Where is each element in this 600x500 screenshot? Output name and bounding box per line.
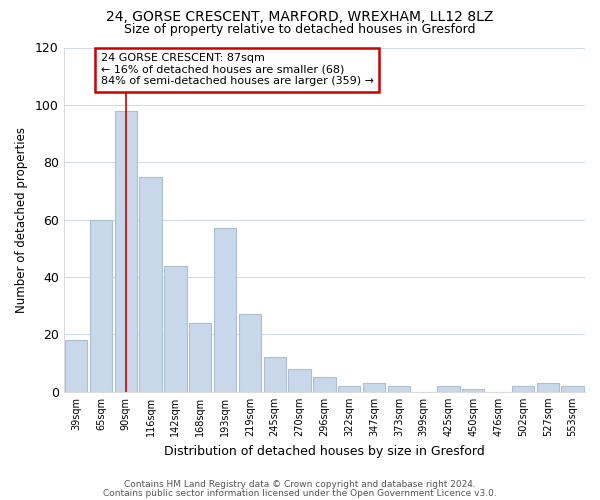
Bar bbox=[239, 314, 261, 392]
Text: Size of property relative to detached houses in Gresford: Size of property relative to detached ho… bbox=[124, 22, 476, 36]
Bar bbox=[512, 386, 534, 392]
Bar bbox=[164, 266, 187, 392]
Bar bbox=[263, 358, 286, 392]
Bar bbox=[313, 378, 335, 392]
Bar bbox=[437, 386, 460, 392]
Bar bbox=[462, 389, 484, 392]
Bar bbox=[139, 176, 162, 392]
Bar bbox=[536, 383, 559, 392]
Text: Contains HM Land Registry data © Crown copyright and database right 2024.: Contains HM Land Registry data © Crown c… bbox=[124, 480, 476, 489]
Bar bbox=[363, 383, 385, 392]
Text: 24 GORSE CRESCENT: 87sqm
← 16% of detached houses are smaller (68)
84% of semi-d: 24 GORSE CRESCENT: 87sqm ← 16% of detach… bbox=[101, 53, 374, 86]
Bar bbox=[388, 386, 410, 392]
Bar bbox=[115, 110, 137, 392]
Bar bbox=[214, 228, 236, 392]
Bar bbox=[562, 386, 584, 392]
Y-axis label: Number of detached properties: Number of detached properties bbox=[15, 126, 28, 312]
Bar bbox=[289, 369, 311, 392]
Bar bbox=[90, 220, 112, 392]
Text: 24, GORSE CRESCENT, MARFORD, WREXHAM, LL12 8LZ: 24, GORSE CRESCENT, MARFORD, WREXHAM, LL… bbox=[106, 10, 494, 24]
Bar bbox=[65, 340, 87, 392]
Bar bbox=[338, 386, 361, 392]
Bar bbox=[189, 323, 211, 392]
Text: Contains public sector information licensed under the Open Government Licence v3: Contains public sector information licen… bbox=[103, 488, 497, 498]
X-axis label: Distribution of detached houses by size in Gresford: Distribution of detached houses by size … bbox=[164, 444, 485, 458]
